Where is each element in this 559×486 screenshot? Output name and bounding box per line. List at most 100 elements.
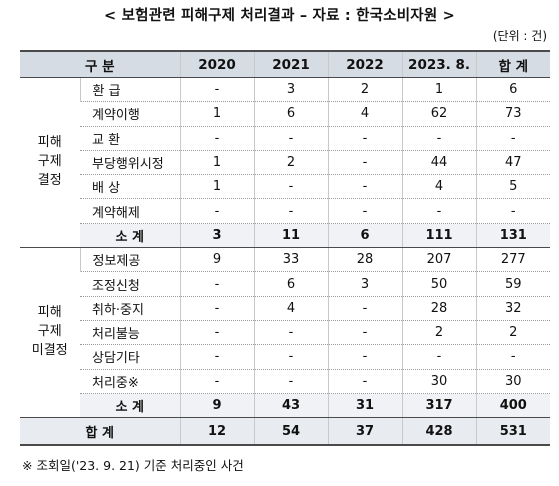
header-category: 구 분 [20,50,181,78]
cell-value: - [401,198,477,224]
total-value: 531 [475,417,551,447]
row-label: 계약이행 [80,101,181,127]
cell-value: - [475,198,551,224]
cell-value: - [253,369,329,394]
total-value: 12 [179,417,255,447]
table-row: 상담기타 - - - - - [20,344,551,370]
subtotal-label: 소 계 [80,223,181,249]
subtotal-value: 43 [253,393,329,419]
cell-value: - [179,296,255,321]
cell-value: 28 [401,296,477,321]
cell-value: 6 [253,271,329,297]
cell-value: 4 [327,101,403,127]
cell-value: - [253,174,329,200]
cell-value: 30 [475,369,551,394]
cell-value: 32 [475,296,551,321]
table-row: 계약이행 1 6 4 62 73 [20,101,551,127]
cell-value: - [253,320,329,346]
total-value: 54 [253,417,329,447]
group-label-line: 구제 [37,324,62,340]
cell-value: 5 [475,174,551,200]
cell-value: - [179,369,255,394]
total-value: 428 [401,417,477,447]
table-row: 취하·중지 -4-28 32 [20,296,551,321]
cell-value: - [179,126,255,151]
total-label: 합 계 [20,417,181,447]
subtotal-row: 소 계 3 11 6 111 131 [20,223,551,249]
group-label: 피해 구제 결정 [20,77,80,249]
cell-value: 6 [475,77,551,103]
cell-value: - [327,150,403,176]
cell-value: 207 [401,247,477,273]
subtotal-row: 소 계 9 43 31 317 400 [20,393,551,419]
cell-value: 1 [401,77,477,103]
table-row: 부당행위시정 1 2-44 47 [20,150,551,176]
cell-value: - [253,126,329,151]
subtotal-value: 317 [401,393,477,419]
total-value: 37 [327,417,403,447]
cell-value: 3 [327,271,403,297]
cell-value: - [179,344,255,370]
cell-value: - [327,296,403,321]
table-row: 처리중※ - - -30 30 [20,369,551,394]
table-row: 계약해제 - - - - - [20,198,551,224]
cell-value: 30 [401,369,477,394]
row-label: 처리불능 [80,320,181,346]
table-row: 교 환----- [20,126,551,151]
group-label-line: 피해 [37,135,62,151]
cell-value: - [475,126,551,151]
row-label: 계약해제 [80,198,181,224]
cell-value: - [253,198,329,224]
subtotal-value: 6 [327,223,403,249]
cell-value: 59 [475,271,551,297]
cell-value: 47 [475,150,551,176]
cell-value: - [327,126,403,151]
header-row: 구 분 2020 2021 2022 2023. 8. 합 계 [20,50,551,78]
cell-value: - [327,344,403,370]
cell-value: 2 [327,77,403,103]
footnote: ※ 조회일('23. 9. 21) 기준 처리중인 사건 [22,458,244,473]
subtotal-value: 3 [179,223,255,249]
subtotal-label: 소 계 [80,393,181,419]
cell-value: - [401,344,477,370]
cell-value: - [475,344,551,370]
group-label-line: 구제 [37,154,62,170]
unit-label: (단위 : 건) [492,29,547,43]
subtotal-value: 31 [327,393,403,419]
row-label: 부당행위시정 [80,150,181,176]
group-label-line: 미결정 [31,343,68,359]
cell-value: - [327,198,403,224]
cell-value: 33 [253,247,329,273]
group-label: 피해 구제 미결정 [20,247,80,419]
cell-value: - [327,369,403,394]
header-total: 합 계 [475,50,551,78]
row-label: 상담기타 [80,344,181,370]
cell-value: 50 [401,271,477,297]
cell-value: - [179,320,255,346]
total-row: 합 계 12 54 37 428 531 [20,417,551,447]
header-year: 2023. 8. [401,50,477,78]
cell-value: 62 [401,101,477,127]
table-row: 피해 구제 미결정 정보제공 9 33 28 207 277 [20,247,551,419]
cell-value: - [327,320,403,346]
header-year: 2022 [327,50,403,78]
cell-value: 2 [401,320,477,346]
cell-value: 1 [179,101,255,127]
cell-value: - [179,77,255,103]
cell-value: - [253,344,329,370]
cell-value: 1 [179,174,255,200]
row-label: 배 상 [80,174,181,200]
cell-value: 44 [401,150,477,176]
subtotal-value: 9 [179,393,255,419]
cell-value: 73 [475,101,551,127]
row-label: 정보제공 [79,247,181,273]
table-row: 처리불능 - - -2 2 [20,320,551,346]
subtotal-value: 400 [475,393,551,419]
cell-value: 1 [179,150,255,176]
cell-value: - [179,198,255,224]
page-title: < 보험관련 피해구제 처리결과 – 자료 : 한국소비자원 > [104,8,455,24]
cell-value: 4 [401,174,477,200]
row-label: 환 급 [79,77,181,103]
